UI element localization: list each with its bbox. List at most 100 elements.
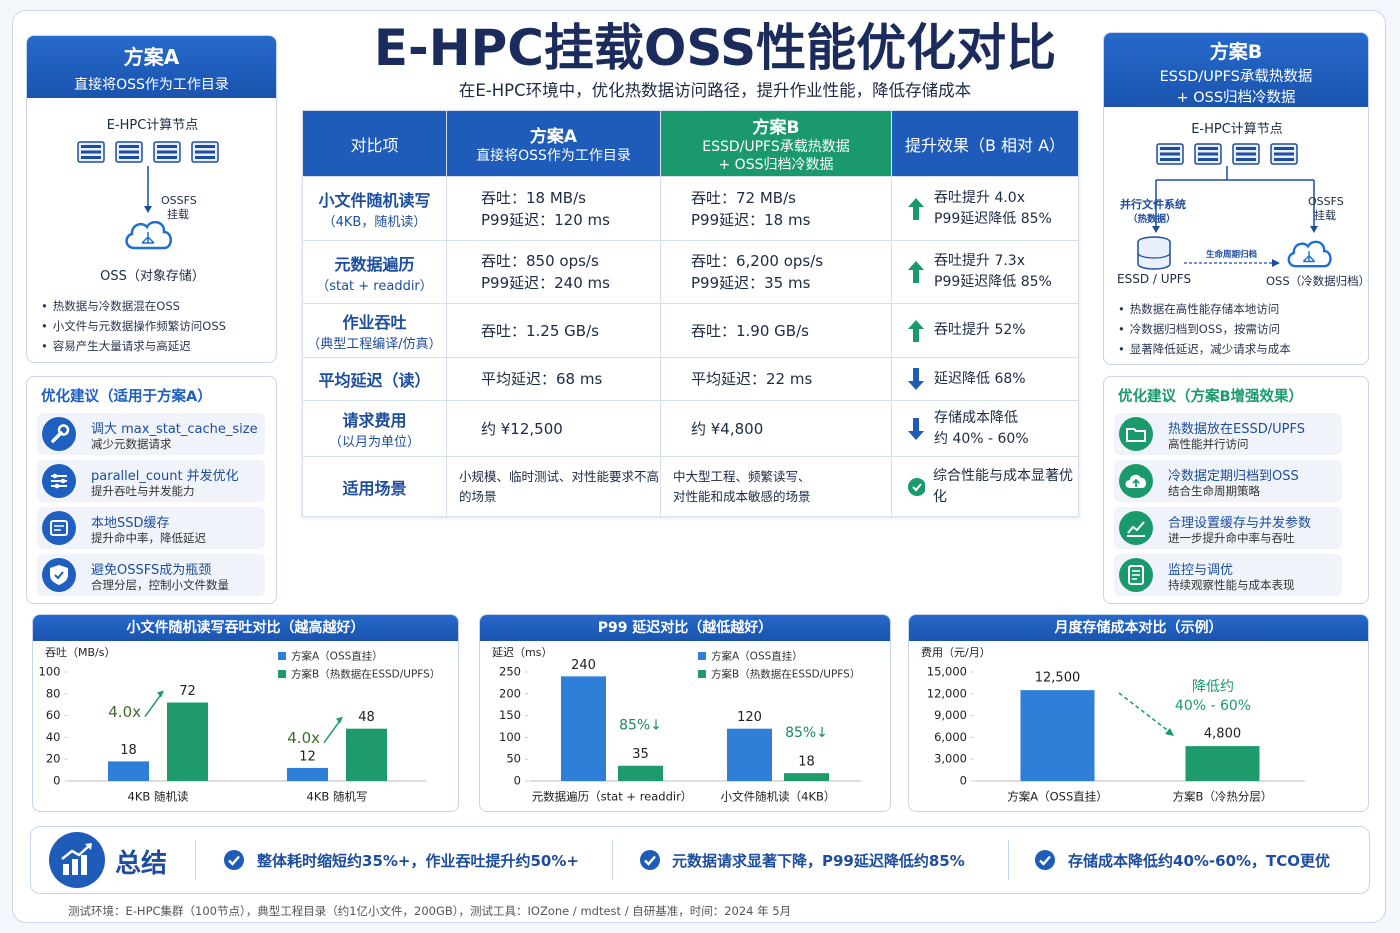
table-cell: 吞吐：1.25 GB/s (446, 303, 661, 358)
tip-desc: 合理分层，控制小文件数量 (91, 578, 229, 592)
path (61, 844, 91, 860)
storage-label: OSS（对象存储） (100, 269, 205, 284)
circle (54, 483, 60, 489)
table-cell: 存储成本降低约 40% - 60% (891, 400, 1079, 457)
div: 并行文件系统 (1120, 198, 1186, 211)
table-cell: 平均延迟：68 ms (446, 357, 661, 401)
table-cell: 作业吞吐 （典型工程编译/仿真） (302, 303, 447, 358)
value-label: 48 (358, 710, 375, 725)
effect-text: 存储成本降低约 40% - 60% (934, 408, 1029, 450)
cell-line: P99延迟：120 ms (481, 210, 610, 229)
effect-icon (908, 261, 924, 283)
tip-title: 冷数据定期归档到OSS (1168, 469, 1299, 484)
table-cell: 平均延迟（读） (302, 357, 447, 401)
table-cell: 请求费用 （以月为单位） (302, 400, 447, 457)
path (54, 571, 64, 580)
row-label: （4KB，随机读） (322, 215, 427, 230)
tip-item: 热数据放在ESSD/UPFS 高性能并行访问 (1114, 413, 1342, 455)
use (153, 141, 181, 163)
header-text: 对比项 (350, 135, 399, 155)
table-row: 元数据遍历 （stat + readdir） 吞吐：850 ops/s P99延迟：2… (302, 240, 1079, 304)
cell-line: 吞吐：18 MB/s (481, 188, 586, 207)
tip-title: 避免OSSFS成为瓶颈 (91, 563, 212, 578)
y-tick-label: 12,000 (927, 686, 967, 700)
tip-title: parallel_count 并发优化 (91, 469, 239, 484)
tip-item: parallel_count 并发优化 提升吞吐与并发能力 (37, 460, 265, 502)
cell-line: 吞吐：6,200 ops/s (691, 252, 824, 270)
annotation: 85%↓ (619, 718, 662, 734)
mount-label: OSSFS 挂载 (161, 194, 197, 222)
row-label: （stat + readdir） (316, 278, 433, 294)
effect-wrap: 吞吐提升 52% (892, 319, 1078, 342)
chart: 吞吐（MB/s） 0 20 40 60 80 100 方案A（OSS直挂） 方案B（热数据在ES… (39, 646, 441, 804)
path (1272, 259, 1280, 267)
phead: 方案B ESSD/UPFS承载热数据 + OSS归档冷数据 (1104, 33, 1368, 107)
tip-item: 冷数据定期归档到OSS 结合生命周期策略 (1114, 460, 1342, 502)
table-cell: 小规模、临时测试、对性能要求不高 的场景 (446, 456, 661, 517)
chart-panel: P99 延迟对比（越低越好） 延迟（ms） 0 50 100 150 200 250 方案A（… (479, 614, 891, 812)
tip-title: 调大 max_stat_cache_size (91, 422, 258, 437)
plan-b-subtitle: ESSD/UPFS承载热数据 (1159, 69, 1313, 85)
annotation-arrow (1118, 692, 1172, 734)
plan-a-diagram (77, 141, 219, 250)
y-tick-label: 6,000 (934, 730, 967, 744)
tip-icon (42, 417, 76, 451)
chart-title: 小文件随机读写吞吐对比（越高越好） (33, 615, 458, 641)
annotation: 降低约 (1192, 679, 1234, 695)
header-cell: 方案A 直接将OSS作为工作目录 (446, 110, 661, 177)
table-cell: 约 ¥12,500 (446, 400, 661, 457)
bar (618, 765, 663, 781)
plan-b-subtitle: + OSS归档冷数据 (1176, 90, 1296, 106)
row-label: 元数据遍历 (334, 254, 415, 274)
row-label: （以月为单位） (328, 435, 420, 450)
bullet-point: 显著降低延迟，减少请求与成本 (1118, 339, 1291, 359)
rect (81, 855, 87, 875)
row-label: 请求费用 (342, 411, 407, 430)
cold-storage: OSS（冷数据归档） (1266, 274, 1369, 288)
legend-swatch (278, 670, 286, 678)
effect-wrap: 综合性能与成本显著优化 (892, 466, 1078, 508)
value-label: 72 (179, 684, 196, 699)
bullet-point: 热数据在高性能存储本地访问 (1118, 299, 1291, 319)
tip-desc: 减少元数据请求 (91, 437, 172, 451)
cell-line: 吞吐：850 ops/s (481, 252, 599, 270)
rect (63, 864, 69, 875)
y-tick-label: 150 (499, 708, 521, 722)
rect (1128, 565, 1144, 585)
header-text: ESSD/UPFS承载热数据 (702, 139, 850, 155)
tip-icon (42, 558, 76, 592)
path (1127, 521, 1145, 537)
header-text: + OSS归档冷数据 (718, 157, 834, 173)
circle (908, 477, 925, 496)
y-tick-label: 60 (46, 708, 61, 722)
path (1137, 242, 1171, 270)
row-label: 作业吞吐 (342, 313, 407, 332)
effect-line: 吞吐提升 4.0x (934, 189, 1025, 206)
node-label: E-HPC计算节点 (1191, 122, 1283, 137)
polygon (908, 261, 924, 283)
check-icon (223, 849, 245, 871)
chart: 延迟（ms） 0 50 100 150 200 250 方案A（OSS直挂） 方案B（热数据在E… (492, 646, 861, 804)
tip-title: 热数据放在ESSD/UPFS (1168, 422, 1305, 437)
bar (1020, 690, 1095, 781)
plan-a-tips: 优化建议（适用于方案A） 调大 max_stat_cache_size 减少元数据… (26, 376, 277, 604)
y-tick-label: 15,000 (927, 665, 967, 679)
table-cell: 吞吐提升 52% (891, 303, 1079, 358)
effect-line: 延迟降低 68% (934, 370, 1026, 387)
header-text: 提升效果（B 相对 A） (904, 135, 1066, 155)
comparison-table: 对比项 方案A 直接将OSS作为工作目录 方案B ESSD/UPFS承载热数据 + OSS… (302, 110, 1079, 517)
path (1155, 166, 1315, 230)
table-row: 作业吞吐 （典型工程编译/仿真） 吞吐：1.25 GB/s 吞吐：1.90 GB/s 吞… (302, 303, 1079, 358)
cell-line: 吞吐：72 MB/s (691, 188, 796, 207)
bar (727, 728, 772, 781)
tip-icon (1119, 464, 1153, 498)
bar (561, 676, 606, 781)
effect-icon (908, 197, 924, 220)
tip-icon (1119, 417, 1153, 451)
polygon (908, 417, 924, 440)
plan-a-panel: 方案A 直接将OSS作为工作目录 E-HPC计算节点 OSSFS 挂载 OSS（对… (26, 35, 277, 363)
check-icon (639, 849, 661, 871)
effect-icon (908, 417, 924, 440)
cell-line: 约 ¥4,800 (691, 419, 764, 438)
